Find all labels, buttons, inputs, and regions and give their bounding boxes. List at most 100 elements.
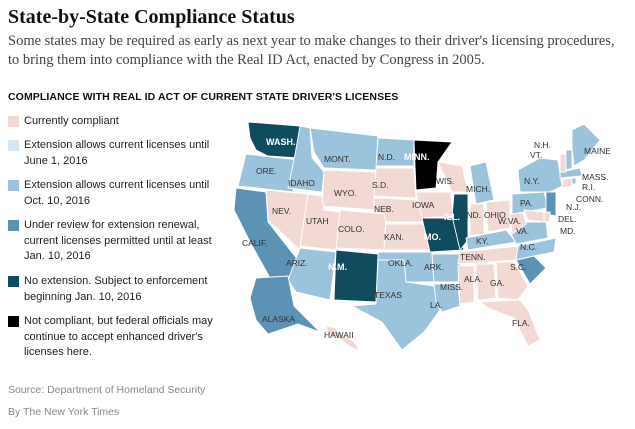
state-label-montana: MONT. <box>324 154 350 164</box>
legend-item-extension-june: Extension allows current licenses until … <box>8 138 229 169</box>
state-louisiana <box>433 283 461 313</box>
source-note: Source: Department of Homeland Security <box>8 384 206 396</box>
state-label-maryland: MD. <box>560 226 576 236</box>
state-label-new-jersey: N.J. <box>566 202 581 212</box>
state-arkansas <box>431 253 463 283</box>
state-label-nevada: NEV. <box>272 206 291 216</box>
page-title: State-by-State Compliance Status <box>8 6 295 28</box>
state-label-delaware: DEL. <box>558 214 577 224</box>
state-label-ohio: OHIO <box>484 210 506 220</box>
state-label-utah: UTAH <box>306 216 329 226</box>
state-indiana <box>469 203 485 237</box>
us-states-map: WASH. ORE. CALIF. IDAHO NEV. MONT. WYO. … <box>233 121 611 350</box>
state-ohio <box>485 199 511 233</box>
state-florida <box>478 299 541 347</box>
legend-item-no-extension: No extension. Subject to enforcement beg… <box>8 274 229 305</box>
legend-swatch <box>8 116 19 127</box>
state-illinois <box>451 193 469 252</box>
state-label-kansas: KAN. <box>384 232 404 242</box>
state-label-kentucky: KY. <box>476 236 489 246</box>
state-label-indiana: IND. <box>464 210 481 220</box>
state-label-louisiana: LA. <box>430 300 443 310</box>
state-label-new-mexico: N.M. <box>328 262 347 272</box>
state-label-pennsylvania: PA. <box>520 198 533 208</box>
state-label-georgia: GA. <box>490 278 505 288</box>
byline: By The New York Times <box>8 406 120 418</box>
state-hawaii <box>325 325 361 350</box>
legend-item-not-compliant: Not compliant, but federal officials may… <box>8 314 229 361</box>
state-label-wisconsin: WIS. <box>436 176 454 186</box>
state-michigan <box>469 161 495 205</box>
state-north-dakota <box>375 137 415 167</box>
state-label-alabama: ALA. <box>464 274 482 284</box>
state-label-california: CALIF. <box>242 238 268 248</box>
state-label-wyoming: WYO. <box>334 188 357 198</box>
state-north-carolina <box>515 237 557 261</box>
state-new-hampshire <box>565 149 573 171</box>
state-label-minnesota: MINN. <box>404 152 430 162</box>
state-shapes <box>233 121 601 350</box>
state-label-mississippi: MISS. <box>440 282 463 292</box>
state-alabama <box>475 263 497 301</box>
state-texas <box>350 259 441 350</box>
legend-swatch <box>8 316 19 327</box>
legend-item-under-review: Under review for extension renewal, curr… <box>8 218 229 265</box>
state-label-washington: WASH. <box>266 137 296 147</box>
state-connecticut <box>561 177 573 189</box>
state-label-south-dakota: S.D. <box>372 180 389 190</box>
state-montana <box>309 127 379 171</box>
state-label-tennessee: TENN. <box>460 252 486 262</box>
state-label-florida: FLA. <box>512 318 530 328</box>
state-massachusetts <box>559 167 583 179</box>
legend-swatch <box>8 140 19 151</box>
state-label-texas: TEXAS <box>374 290 402 300</box>
state-south-dakota <box>373 167 417 199</box>
state-maine <box>571 123 601 167</box>
state-label-north-dakota: N.D. <box>378 152 395 162</box>
legend-item-compliant: Currently compliant <box>8 114 229 130</box>
section-heading: COMPLIANCE WITH REAL ID ACT OF CURRENT S… <box>8 91 399 103</box>
legend-swatch <box>8 180 19 191</box>
state-label-missouri: MO. <box>424 232 441 242</box>
state-label-south-carolina: S.C. <box>510 262 527 272</box>
state-label-north-carolina: N.C. <box>520 242 537 252</box>
state-label-massachusetts: MASS. <box>582 172 608 182</box>
state-label-west-virginia: W.VA. <box>498 216 521 226</box>
state-missouri <box>421 217 465 253</box>
legend-swatch <box>8 276 19 287</box>
legend-swatch <box>8 220 19 231</box>
state-maryland <box>523 209 545 223</box>
state-label-oregon: ORE. <box>256 166 277 176</box>
legend-label: Extension allows current licenses until … <box>24 179 210 207</box>
legend-item-extension-october: Extension allows current licenses until … <box>8 178 229 209</box>
state-labels: WASH. ORE. CALIF. IDAHO NEV. MONT. WYO. … <box>242 137 611 340</box>
state-georgia <box>495 261 529 301</box>
state-label-arkansas: ARK. <box>424 262 444 272</box>
state-delaware <box>543 211 551 223</box>
state-label-virginia: VA. <box>516 226 529 236</box>
legend-label: Not compliant, but federal officials may… <box>24 315 213 358</box>
state-new-york <box>517 157 563 193</box>
state-mississippi <box>457 265 475 305</box>
state-label-vermont: VT. <box>530 150 542 160</box>
legend-label: Extension allows current licenses until … <box>24 139 210 167</box>
state-label-new-york: N.Y. <box>524 176 539 186</box>
legend-label: Under review for extension renewal, curr… <box>24 219 212 262</box>
state-label-oklahoma: OKLA. <box>388 258 413 268</box>
state-arizona <box>287 247 337 301</box>
state-rhode-island <box>571 177 577 185</box>
state-label-michigan: MICH. <box>466 184 490 194</box>
state-label-maine: MAINE <box>584 146 611 156</box>
state-label-idaho: IDAHO <box>288 178 315 188</box>
state-label-nebraska: NEB. <box>374 204 394 214</box>
state-label-new-hampshire: N.H. <box>534 140 551 150</box>
page-subtitle: Some states may be required as early as … <box>8 33 615 68</box>
state-new-jersey <box>545 191 557 217</box>
state-minnesota <box>413 139 453 191</box>
state-label-illinois: ILL. <box>444 212 460 222</box>
legend-label: Currently compliant <box>24 115 119 127</box>
state-label-hawaii: HAWAII <box>324 330 354 340</box>
state-label-rhode-island: R.I. <box>582 182 595 192</box>
legend-label: No extension. Subject to enforcement beg… <box>24 275 208 303</box>
state-wisconsin <box>437 161 469 193</box>
